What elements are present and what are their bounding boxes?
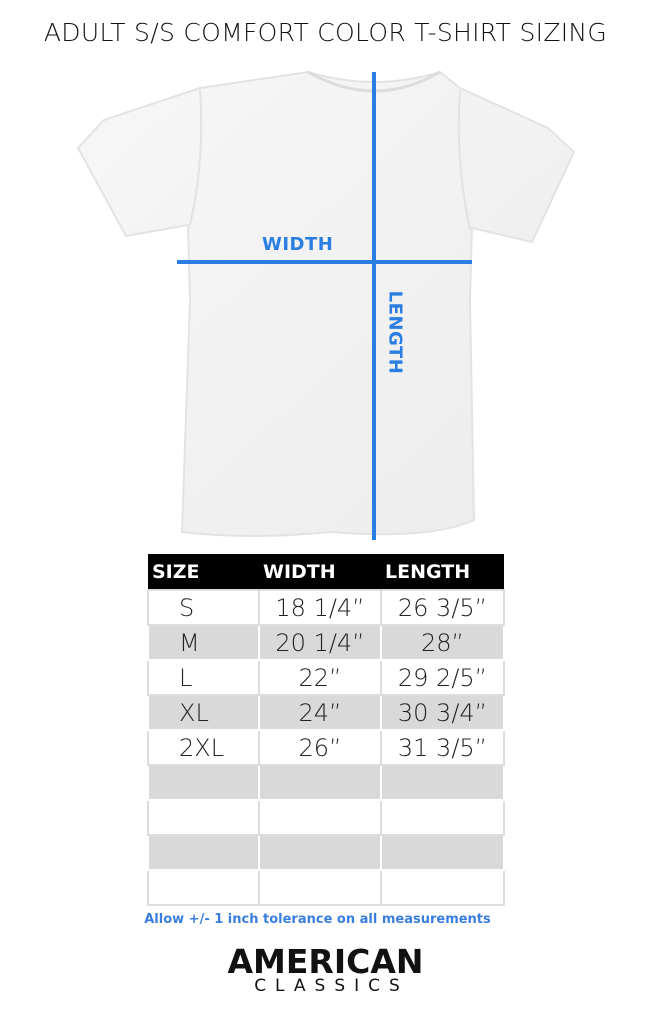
- table-row: S 18 1/4” 26 3/5”: [147, 589, 505, 626]
- cell-length: [380, 869, 505, 906]
- cell-length: 26 3/5”: [380, 589, 505, 626]
- table-row: [147, 764, 505, 801]
- cell-width: 24”: [258, 694, 382, 731]
- cell-width: [258, 764, 382, 801]
- table-row: 2XL 26” 31 3/5”: [147, 729, 505, 766]
- width-label: WIDTH: [262, 234, 334, 255]
- header-size: SIZE: [148, 554, 259, 590]
- cell-width: 20 1/4”: [258, 624, 382, 661]
- cell-width: 18 1/4”: [258, 589, 382, 626]
- cell-length: 28”: [380, 624, 505, 661]
- tolerance-note: Allow +/- 1 inch tolerance on all measur…: [144, 912, 491, 927]
- cell-width: [258, 834, 382, 871]
- table-row: M 20 1/4” 28”: [147, 624, 505, 661]
- cell-size: S: [147, 589, 260, 626]
- page-title: ADULT S/S COMFORT COLOR T-SHIRT SIZING: [43, 18, 608, 47]
- table-row: [147, 834, 505, 871]
- cell-size: 2XL: [147, 729, 260, 766]
- cell-size: [147, 869, 260, 906]
- table-row: [147, 799, 505, 836]
- table-row: XL 24” 30 3/4”: [147, 694, 505, 731]
- cell-size: [147, 764, 260, 801]
- tshirt-illustration: [76, 70, 576, 540]
- cell-length: 30 3/4”: [380, 694, 505, 731]
- cell-width: 22”: [258, 659, 382, 696]
- cell-length: [380, 834, 505, 871]
- table-header: SIZE WIDTH LENGTH: [148, 554, 504, 590]
- cell-size: M: [147, 624, 260, 661]
- size-table: SIZE WIDTH LENGTH S 18 1/4” 26 3/5” M 20 1/4…: [147, 554, 505, 906]
- cell-width: [258, 869, 382, 906]
- cell-length: 29 2/5”: [380, 659, 505, 696]
- cell-size: [147, 834, 260, 871]
- length-label: LENGTH: [384, 290, 406, 375]
- cell-length: [380, 799, 505, 836]
- cell-length: 31 3/5”: [380, 729, 505, 766]
- cell-size: XL: [147, 694, 260, 731]
- header-width: WIDTH: [259, 554, 381, 590]
- cell-size: L: [147, 659, 260, 696]
- cell-size: [147, 799, 260, 836]
- shirt-body: [76, 70, 576, 537]
- cell-width: [258, 799, 382, 836]
- table-row: L 22” 29 2/5”: [147, 659, 505, 696]
- cell-length: [380, 764, 505, 801]
- logo-line1: AMERICAN: [227, 942, 424, 981]
- header-length: LENGTH: [381, 554, 504, 590]
- logo-line2: CLASSICS: [254, 976, 409, 996]
- cell-width: 26”: [258, 729, 382, 766]
- table-row: [147, 869, 505, 906]
